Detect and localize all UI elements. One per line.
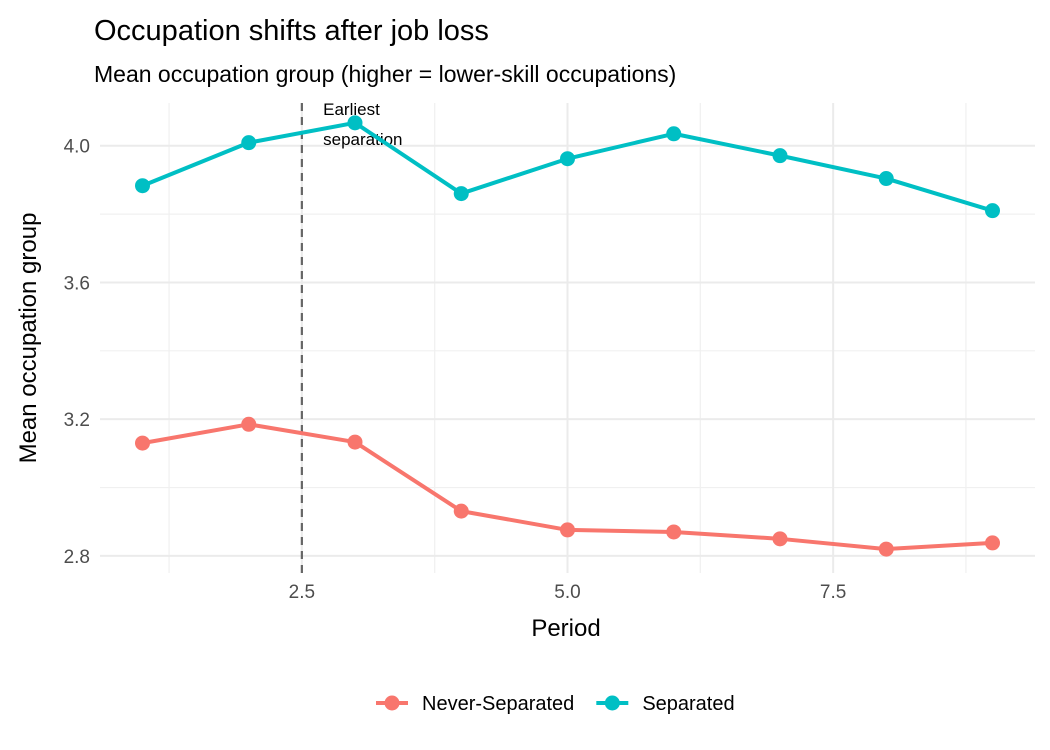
legend-item: Never-Separated (376, 693, 574, 715)
data-point (453, 186, 469, 202)
x-tick-label: 7.5 (820, 582, 846, 603)
data-point (666, 126, 682, 142)
annotation-line-1: Earliest (323, 100, 380, 119)
grid (100, 103, 1035, 573)
legend-key-point (384, 695, 400, 711)
y-tick-label: 4.0 (64, 137, 90, 158)
legend-item: Separated (596, 693, 735, 715)
data-point (347, 434, 363, 450)
annotation-line-2: separation (323, 130, 402, 149)
legend-key-point (604, 695, 620, 711)
x-tick-label: 5.0 (554, 582, 580, 603)
chart-subtitle: Mean occupation group (higher = lower-sk… (94, 61, 676, 87)
data-point (878, 541, 894, 557)
data-point (241, 135, 257, 151)
y-tick-label: 2.8 (64, 547, 90, 568)
legend: Never-Separated Separated (376, 693, 735, 715)
legend-label: Never-Separated (422, 693, 574, 715)
x-tick-label: 2.5 (289, 582, 315, 603)
data-point (772, 148, 788, 164)
data-point (347, 115, 363, 131)
data-point (560, 522, 575, 538)
data-point (453, 503, 469, 519)
data-point (241, 416, 257, 432)
data-point (135, 435, 150, 451)
data-point (878, 171, 894, 187)
data-point (560, 151, 575, 167)
x-axis-label: Period (531, 615, 600, 642)
data-point (985, 203, 1000, 219)
data-point (772, 531, 788, 547)
legend-label: Separated (642, 693, 734, 715)
y-tick-label: 3.6 (64, 273, 90, 294)
data-point (135, 178, 150, 194)
data-point (985, 535, 1000, 551)
y-tick-label: 3.2 (64, 410, 90, 431)
y-axis-label: Mean occupation group (15, 213, 42, 464)
axes: 2.5 5.0 7.5 2.8 3.2 3.6 4.0 (64, 137, 847, 603)
chart-title: Occupation shifts after job loss (94, 15, 489, 47)
series (135, 115, 1000, 557)
data-point (666, 524, 682, 540)
